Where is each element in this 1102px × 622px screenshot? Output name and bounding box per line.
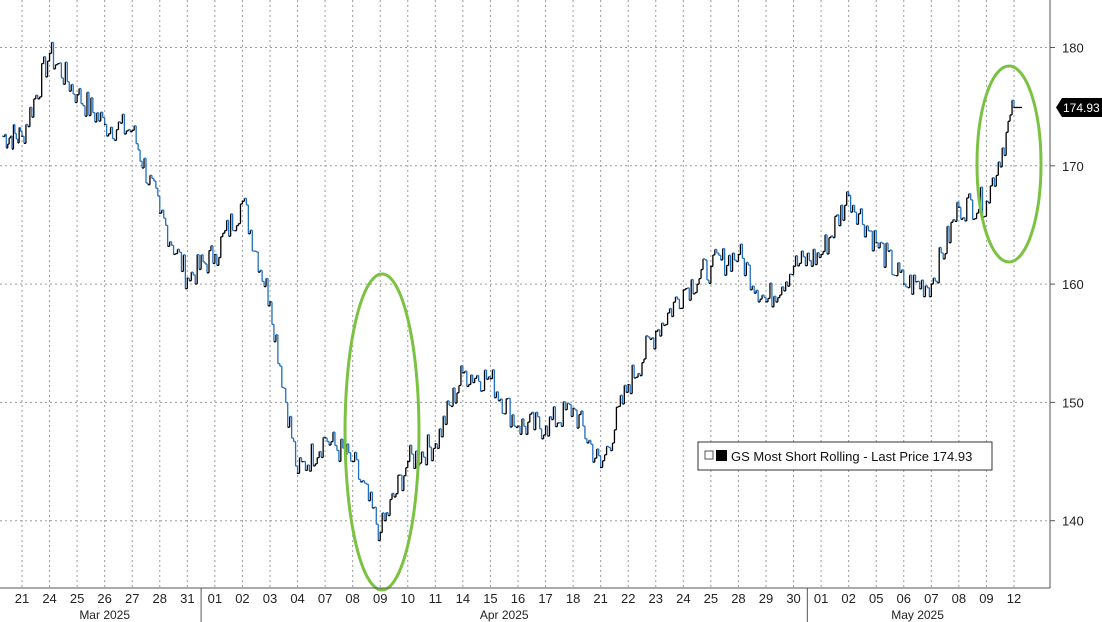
x-tick-label: 25 [70,591,84,606]
data-point [902,283,905,285]
data-point [351,460,354,463]
data-point [103,123,106,126]
data-point [627,383,630,386]
x-tick-label: 31 [180,591,194,606]
data-point [241,200,244,203]
highlight-ellipse-may [975,64,1043,264]
x-tick-label: 21 [593,591,607,606]
x-tick-label: 21 [15,591,29,606]
data-point [489,377,492,380]
data-point [21,135,23,138]
x-tick-label: 01 [814,591,828,606]
x-tick-label: 02 [235,591,249,606]
x-tick-label: 28 [731,591,745,606]
x-tick-label: 23 [649,591,663,606]
month-label: May 2025 [891,608,944,622]
x-tick-label: 14 [456,591,470,606]
x-tick-label: 30 [786,591,800,606]
y-tick-label: 140 [1062,514,1084,529]
x-tick-label: 06 [897,591,911,606]
x-tick-label: 03 [263,591,277,606]
y-tick-label: 150 [1062,395,1084,410]
month-label: Mar 2025 [79,608,130,622]
data-point [682,289,685,291]
data-point [544,425,547,427]
x-tick-label: 08 [952,591,966,606]
x-tick-label: 25 [704,591,718,606]
grid [0,0,1050,588]
x-tick-label: 12 [1007,591,1021,606]
x-tick-label: 07 [924,591,938,606]
last-price-marker [1056,98,1102,117]
x-tick-label: 09 [979,591,993,606]
data-point [462,372,464,374]
last-price-label: 174.93 [1063,101,1100,115]
x-tick-label: 08 [345,591,359,606]
x-tick-label: 28 [153,591,167,606]
data-point [379,531,382,534]
last-price-tag: 174.93 [1056,98,1102,117]
data-point [710,265,712,268]
x-tick-label: 29 [759,591,773,606]
x-tick-label: 10 [401,591,415,606]
x-tick-label: 22 [621,591,635,606]
x-tick-label: 11 [429,591,443,606]
data-point [434,443,437,445]
data-point [214,253,216,256]
x-tick-label: 17 [538,591,552,606]
data-point [1013,106,1015,109]
data-point [186,277,189,279]
x-tick-label: 15 [483,591,497,606]
x-tick-label: 07 [318,591,332,606]
data-point [517,425,519,427]
x-tick-label: 01 [208,591,222,606]
x-tick-label: 05 [869,591,883,606]
data-point [76,94,78,96]
legend-box [697,441,993,471]
data-point [930,283,933,285]
x-tick-label: 04 [290,591,304,606]
x-tick-label: 27 [125,591,139,606]
x-tick-label: 09 [373,591,387,606]
data-point [985,200,988,203]
legend-label: GS Most Short Rolling - Last Price 174.9… [731,449,972,464]
data-point [296,472,299,475]
highlight-ellipse-april [343,272,421,592]
x-tick-label: 24 [676,591,690,606]
data-point [48,52,51,55]
price-series [2,41,1022,542]
month-label: Apr 2025 [480,608,529,622]
data-point [269,301,271,303]
data-point [572,407,574,410]
data-point [792,265,795,268]
data-point [875,241,878,244]
x-tick-label: 18 [566,591,580,606]
x-tick-label: 16 [511,591,525,606]
data-point [158,212,161,214]
data-point [324,437,326,439]
data-point [406,460,409,463]
data-point [958,206,960,209]
x-tick-label: 24 [42,591,56,606]
data-point [820,253,822,256]
legend: GS Most Short Rolling - Last Price 174.9… [697,441,993,471]
data-point [131,129,134,132]
data-point [847,194,850,197]
legend-swatch [716,450,727,461]
y-tick-label: 180 [1062,41,1084,56]
data-point [599,466,602,469]
x-tick-label: 02 [841,591,855,606]
data-point [654,330,657,333]
y-tick-label: 170 [1062,159,1084,174]
y-tick-label: 160 [1062,277,1084,292]
x-tick-label: 26 [97,591,111,606]
data-point [765,301,767,303]
annotations [343,64,1043,592]
legend-expand-icon[interactable] [704,450,714,460]
data-point [737,253,740,256]
